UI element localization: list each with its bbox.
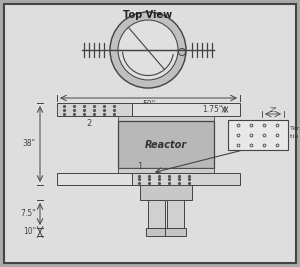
Bar <box>118 168 214 173</box>
Bar <box>118 121 214 168</box>
Text: 2": 2" <box>269 107 277 113</box>
Text: 10": 10" <box>23 227 36 237</box>
Bar <box>148 200 165 228</box>
Text: 38": 38" <box>23 139 36 148</box>
Circle shape <box>118 20 178 80</box>
Bar <box>140 185 192 200</box>
Bar <box>167 200 184 228</box>
Text: 50": 50" <box>142 100 155 109</box>
Text: Reactor: Reactor <box>145 139 187 150</box>
Text: 1: 1 <box>137 162 142 171</box>
Text: 7.5": 7.5" <box>20 210 36 218</box>
Text: 2: 2 <box>87 119 92 128</box>
Bar <box>57 103 132 116</box>
Circle shape <box>110 12 186 88</box>
Bar <box>146 228 167 236</box>
Bar <box>132 103 240 116</box>
Bar <box>118 116 214 121</box>
Text: Terminals 1 & 2 are 1/2" x 6": Terminals 1 & 2 are 1/2" x 6" <box>290 125 300 130</box>
Bar <box>228 120 288 150</box>
Text: tin plated connections: tin plated connections <box>290 134 300 139</box>
Text: 1.75": 1.75" <box>202 105 223 114</box>
Bar <box>57 173 132 185</box>
Text: Top View: Top View <box>123 10 172 20</box>
Bar <box>132 173 240 185</box>
Bar <box>165 228 186 236</box>
